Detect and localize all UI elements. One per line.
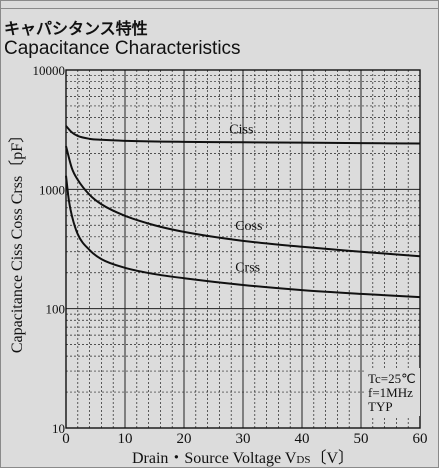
header-strip bbox=[1, 1, 438, 9]
series-label-coss: Coss bbox=[235, 219, 262, 234]
x-tick-label: 40 bbox=[295, 431, 310, 447]
y-tick-labels: 10 100 1000 10000 bbox=[33, 63, 66, 436]
series-label-ciss: Ciss bbox=[229, 122, 253, 137]
series-label-crss: Crss bbox=[235, 260, 260, 275]
x-tick-label: 0 bbox=[62, 431, 70, 447]
x-tick-label: 50 bbox=[354, 431, 369, 447]
x-tick-label: 10 bbox=[118, 431, 133, 447]
y-tick-label: 10 bbox=[52, 421, 65, 436]
annotation-line: f=1MHz bbox=[368, 385, 413, 400]
plot-area bbox=[65, 69, 421, 429]
annotation-line: Tc=25℃ bbox=[368, 371, 416, 386]
y-tick-label: 1000 bbox=[39, 182, 65, 197]
annotation-line: TYP bbox=[368, 399, 393, 414]
series-layer: Ciss Coss Crss bbox=[65, 122, 421, 299]
series-line-coss bbox=[65, 145, 421, 258]
y-axis-label: Capacitance Ciss Coss Crss〔pF〕 bbox=[8, 127, 26, 353]
x-tick-label: 30 bbox=[236, 431, 251, 447]
x-tick-label: 60 bbox=[413, 431, 428, 447]
x-tick-labels: 0 10 20 30 40 50 60 bbox=[62, 431, 427, 447]
series-line-crss bbox=[65, 175, 421, 299]
series-line-ciss bbox=[65, 125, 421, 145]
y-tick-label: 10000 bbox=[33, 63, 66, 78]
chart-title-jp: キャパシタンス特性 bbox=[4, 19, 148, 38]
x-axis-label: Drain・Source Voltage VDS〔V〕 bbox=[132, 449, 354, 467]
major-gridlines bbox=[66, 70, 420, 428]
annotation-bg bbox=[364, 368, 420, 416]
y-tick-label: 100 bbox=[46, 302, 66, 317]
chart-title-en: Capacitance Characteristics bbox=[4, 38, 241, 59]
x-tick-label: 20 bbox=[177, 431, 192, 447]
